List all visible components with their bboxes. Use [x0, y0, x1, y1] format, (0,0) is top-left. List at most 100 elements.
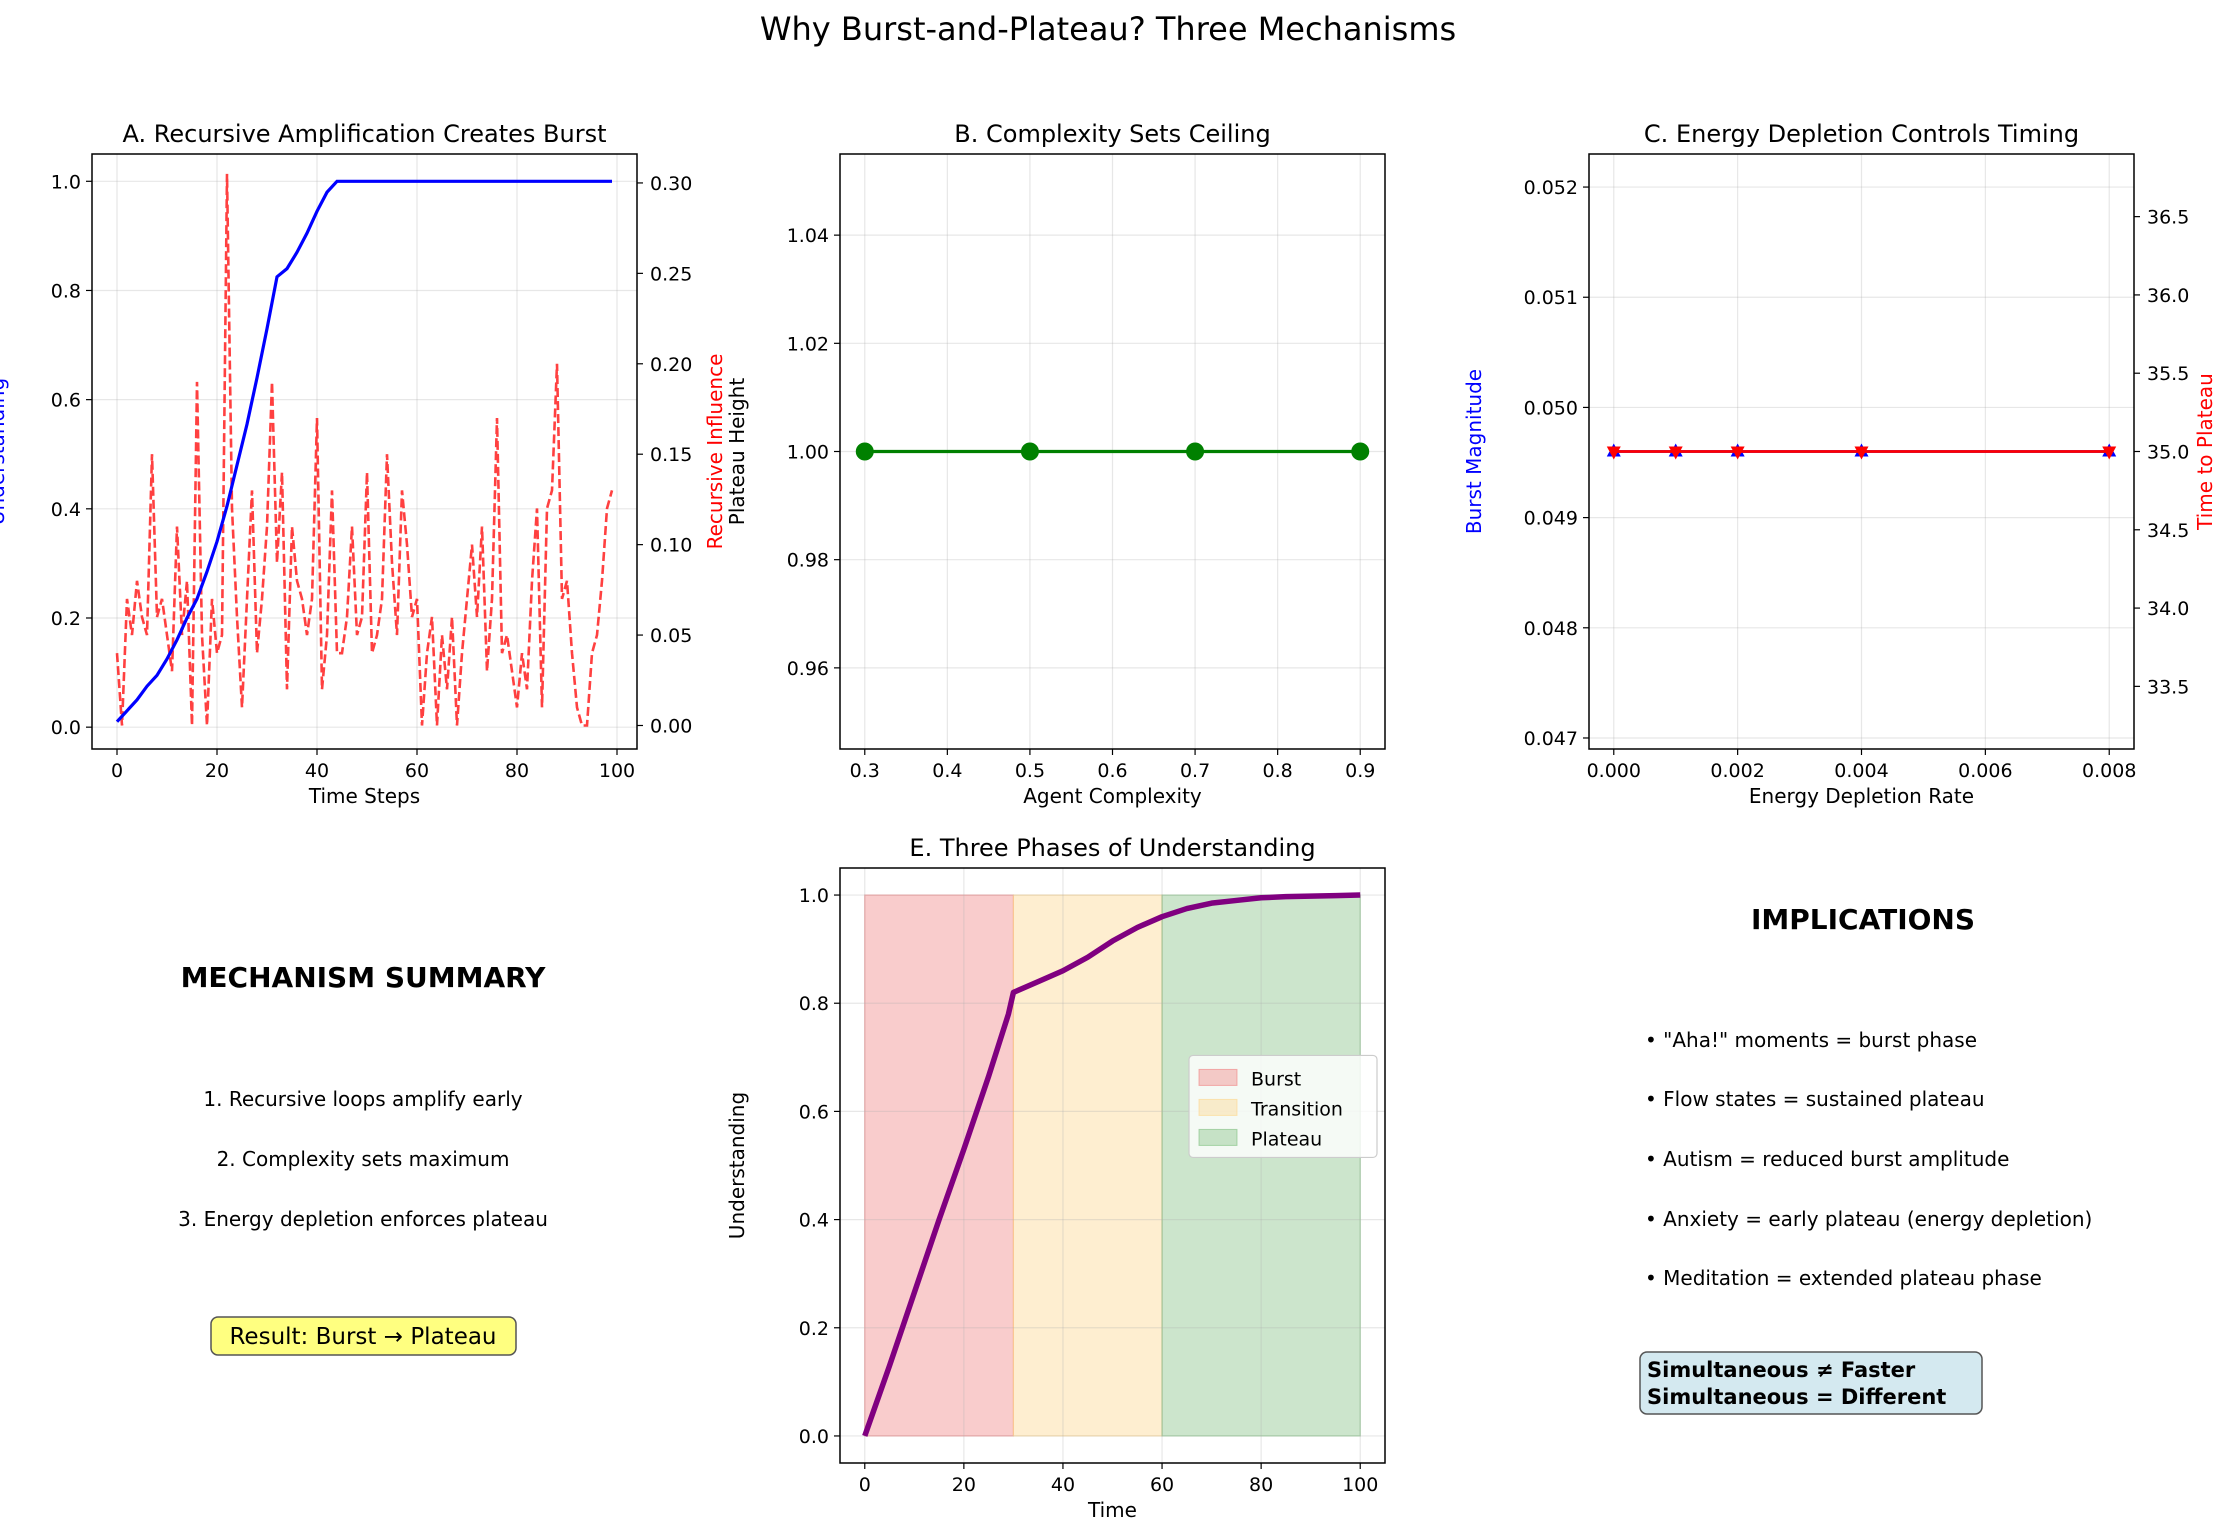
implication-item: • Meditation = extended plateau phase	[1645, 1266, 2042, 1290]
phase-band-burst	[864, 894, 1015, 1437]
legend-box	[1188, 1054, 1378, 1159]
x-tick-label: 40	[1051, 1474, 1075, 1496]
y-tick-label: 0.4	[799, 1210, 829, 1232]
x-axis-label: Agent Complexity	[1023, 784, 1202, 808]
y-right-axis-label: Time to Plateau	[2193, 373, 2217, 531]
implication-item: • Autism = reduced burst amplitude	[1645, 1147, 2009, 1171]
axes-frame	[839, 153, 1386, 750]
y-right-tick-label: 34.5	[2147, 520, 2189, 542]
x-tick-label: 0	[859, 1474, 871, 1496]
legend-swatch	[1198, 1128, 1238, 1146]
y-right-tick-label: 0.15	[650, 444, 692, 466]
y-tick-label: 0.98	[787, 550, 829, 572]
data-point	[1351, 442, 1370, 461]
figure-title: Why Burst-and-Plateau? Three Mechanisms	[760, 10, 1456, 48]
conclusion-line-2: Simultaneous = Different	[1647, 1385, 1946, 1409]
summary-item: 3. Energy depletion enforces plateau	[178, 1207, 548, 1231]
y-tick-label: 0.048	[1524, 618, 1578, 640]
x-tick-label: 0.4	[932, 760, 962, 782]
axes-frame	[91, 153, 638, 750]
y-tick-label: 0.8	[51, 280, 81, 302]
x-tick-label: 100	[599, 760, 635, 782]
x-tick-label: 20	[952, 1474, 976, 1496]
panel-title: B. Complexity Sets Ceiling	[954, 120, 1270, 148]
y-tick-label: 0.6	[51, 390, 81, 412]
y-right-axis-label: Recursive Influence	[703, 354, 727, 550]
phase-band-transition	[1012, 894, 1163, 1437]
axes-frame	[839, 867, 1386, 1464]
y-right-tick-label: 36.0	[2147, 285, 2189, 307]
y-right-tick-label: 0.10	[650, 535, 692, 557]
x-tick-label: 40	[305, 760, 329, 782]
y-tick-label: 1.04	[787, 225, 829, 247]
y-right-tick-label: 36.5	[2147, 207, 2189, 229]
data-point	[1020, 442, 1039, 461]
x-tick-label: 20	[205, 760, 229, 782]
data-point-triangle-down	[1854, 446, 1869, 460]
x-tick-label: 0.8	[1263, 760, 1293, 782]
x-tick-label: 100	[1342, 1474, 1378, 1496]
y-tick-label: 0.4	[51, 499, 81, 521]
y-tick-label: 0.050	[1524, 397, 1578, 419]
panel-c-energy-depletion: 0.000 0.002 0.004 0.006 0.008 0.047 0.048 0.049…	[1462, 120, 2217, 808]
data-point-triangle-down	[2102, 446, 2117, 460]
y-tick-label: 0.0	[799, 1426, 829, 1448]
panel-b-complexity-ceiling: 0.3 0.4 0.5 0.6 0.7 0.8 0.9 0.96 0.98 1.00 1.02 1.0…	[725, 120, 1386, 808]
x-tick-label: 60	[1150, 1474, 1174, 1496]
data-point-triangle-down	[1668, 446, 1683, 460]
y-right-tick-label: 0.00	[650, 715, 692, 737]
panel-title: C. Energy Depletion Controls Timing	[1644, 120, 2079, 148]
y-tick-label: 0.6	[799, 1101, 829, 1123]
data-point	[855, 442, 874, 461]
x-tick-label: 60	[405, 760, 429, 782]
legend-swatch	[1198, 1098, 1238, 1116]
legend-swatch	[1198, 1068, 1238, 1086]
y-tick-label: 0.049	[1524, 508, 1578, 530]
implication-item: • Anxiety = early plateau (energy deplet…	[1645, 1207, 2092, 1231]
x-tick-label: 0.9	[1345, 760, 1375, 782]
phase-band-plateau	[1161, 894, 1361, 1437]
y-tick-label: 1.02	[787, 333, 829, 355]
y-tick-label: 1.0	[51, 171, 81, 193]
y-axis-label: Plateau Height	[725, 378, 749, 526]
y-tick-label: 0.8	[799, 993, 829, 1015]
y-right-tick-label: 35.0	[2147, 442, 2189, 464]
y-tick-label: 0.2	[51, 608, 81, 630]
y-tick-label: 0.047	[1524, 728, 1578, 750]
x-tick-label: 80	[1249, 1474, 1273, 1496]
x-tick-label: 0	[111, 760, 123, 782]
y-axis-label: Burst Magnitude	[1462, 369, 1486, 534]
series-line-recursive-influence	[115, 173, 614, 727]
panel-title: E. Three Phases of Understanding	[909, 834, 1315, 862]
axes-frame	[1588, 153, 2135, 750]
x-axis-label: Time	[1087, 1498, 1137, 1522]
panel-e-three-phases: 0 20 40 60 80 100 0.0 0.2 0.4 0.6 0.8 1.0 E. Three P…	[725, 834, 1386, 1522]
x-tick-label: 0.6	[1097, 760, 1127, 782]
y-tick-label: 0.052	[1524, 177, 1578, 199]
conclusion-box	[1639, 1351, 1983, 1415]
y-axis-label: Understanding	[0, 378, 9, 525]
legend-label: Transition	[1250, 1098, 1343, 1120]
x-tick-label: 80	[505, 760, 529, 782]
legend-label: Plateau	[1251, 1128, 1322, 1150]
result-text: Result: Burst → Plateau	[229, 1324, 496, 1350]
data-point	[1186, 442, 1205, 461]
x-tick-label: 0.5	[1015, 760, 1045, 782]
data-point-triangle-down	[1730, 446, 1745, 460]
summary-item: 2. Complexity sets maximum	[217, 1147, 510, 1171]
x-tick-label: 0.002	[1710, 760, 1764, 782]
x-tick-label: 0.004	[1834, 760, 1888, 782]
y-right-tick-label: 35.5	[2147, 363, 2189, 385]
x-tick-label: 0.006	[1958, 760, 2012, 782]
data-point-triangle-down	[1606, 446, 1621, 460]
implications-panel: IMPLICATIONS • "Aha!" moments = burst ph…	[1639, 903, 2092, 1415]
y-right-tick-label: 33.5	[2147, 676, 2189, 698]
x-axis-label: Time Steps	[308, 784, 420, 808]
y-right-tick-label: 0.20	[650, 354, 692, 376]
implication-item: • Flow states = sustained plateau	[1645, 1087, 1985, 1111]
y-tick-label: 1.0	[799, 885, 829, 907]
series-line-understanding	[862, 892, 1361, 1437]
mechanism-summary-panel: MECHANISM SUMMARY 1. Recursive loops amp…	[178, 961, 548, 1356]
y-axis-label: Understanding	[725, 1092, 749, 1239]
